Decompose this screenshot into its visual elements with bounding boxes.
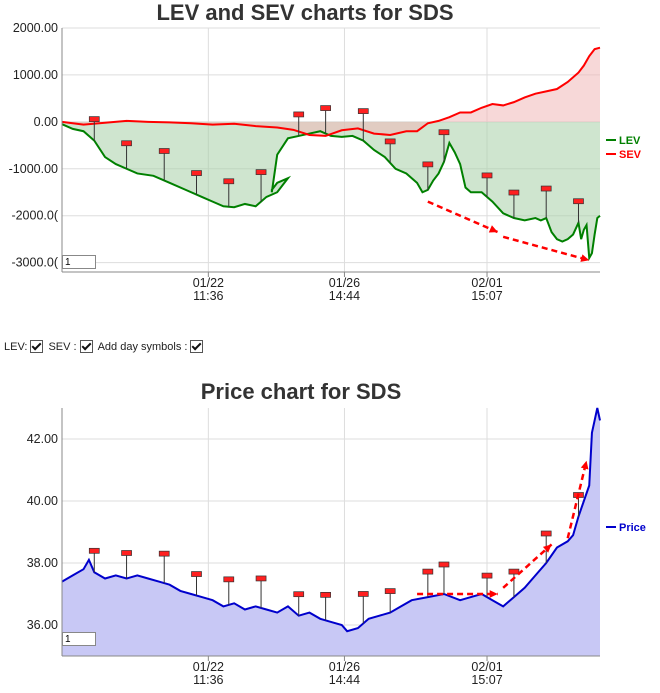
day-marker-flag — [293, 591, 305, 598]
x-tick-label: 14:44 — [329, 289, 360, 303]
lev-checkbox-label: LEV: — [4, 340, 28, 353]
day-marker-flag — [384, 138, 396, 145]
day-marker-flag — [121, 140, 132, 147]
day-marker-flag — [191, 170, 202, 176]
day-marker-flag — [191, 571, 202, 577]
day-marker-flag — [422, 161, 434, 168]
day-marker-flag — [255, 575, 267, 582]
sev-checkbox-label: SEV : — [48, 340, 77, 353]
day-marker-flag — [357, 108, 369, 114]
day-marker-flag — [121, 550, 132, 556]
y-tick-label: 1000.00 — [13, 68, 58, 82]
price-chart-legend: Price — [606, 522, 646, 534]
day-marker-flag — [357, 591, 369, 597]
trend-arrow-head — [580, 460, 589, 470]
zoom-input-bottom[interactable] — [62, 632, 96, 646]
series-line-lev — [61, 123, 601, 262]
lev-checkbox[interactable] — [30, 340, 44, 353]
day-marker-flag — [223, 576, 235, 583]
lev-sev-chart: LEV and SEV charts for SDS 2000.00 1000.0… — [9, 0, 642, 303]
x-tick-label: 15:07 — [471, 289, 502, 303]
day-marker-flag — [255, 169, 267, 175]
day-symbols-checkbox-label: Add day symbols : — [97, 340, 188, 353]
day-marker-flag — [88, 116, 100, 122]
sev-checkbox[interactable] — [79, 340, 93, 353]
day-marker-flag — [384, 588, 396, 594]
series-line-sev — [61, 46, 601, 137]
y-tick-label: 36.00 — [27, 618, 58, 632]
chart-options: LEV: SEV : Add day symbols : — [4, 340, 205, 353]
trend-arrow-line — [502, 235, 590, 262]
legend-sev-label: SEV — [619, 149, 642, 161]
zoom-input-top[interactable] — [62, 255, 96, 269]
x-tick-label: 02/01 — [471, 276, 502, 290]
x-tick-label: 01/26 — [329, 276, 360, 290]
day-symbols-checkbox[interactable] — [190, 340, 204, 353]
day-marker-flag — [422, 568, 434, 575]
chart-legend: LEV SEV — [606, 135, 642, 161]
y-tick-label: 40.00 — [27, 494, 58, 508]
day-marker-flag — [508, 568, 520, 575]
legend-price-label: Price — [619, 522, 646, 534]
price-chart-title: Price chart for SDS — [201, 379, 402, 404]
day-marker-flag — [88, 547, 100, 554]
series-area-lev — [62, 121, 600, 258]
day-marker-flag — [158, 550, 170, 557]
y-tick-label: 0.00 — [34, 115, 58, 129]
trend-arrow-line — [502, 543, 553, 589]
trend-arrow-line — [566, 460, 588, 539]
x-tick-label: 15:07 — [471, 673, 502, 687]
series-area-sev — [62, 47, 600, 136]
x-tick-label: 14:44 — [329, 673, 360, 687]
x-tick-label: 01/26 — [329, 660, 360, 674]
day-marker-flag — [438, 561, 450, 568]
day-marker-flag — [293, 111, 305, 118]
series-line-price — [61, 407, 601, 633]
price-chart-plot — [61, 407, 601, 656]
day-marker-flag — [573, 492, 584, 498]
series-area-price — [62, 408, 600, 656]
y-tick-label: -1000.00 — [9, 162, 58, 176]
day-marker-flag — [508, 189, 520, 196]
day-marker-flag — [320, 591, 331, 598]
y-tick-label: -2000.0( — [11, 209, 58, 223]
day-marker-flag — [481, 172, 493, 179]
day-marker-flag — [481, 572, 493, 579]
x-tick-label: 01/22 — [193, 660, 224, 674]
day-marker-flag — [573, 198, 584, 205]
trend-arrow-head — [489, 590, 498, 598]
y-tick-label: 42.00 — [27, 432, 58, 446]
day-marker-flag — [438, 129, 450, 136]
y-tick-label: 2000.00 — [13, 21, 58, 35]
y-tick-label: 38.00 — [27, 556, 58, 570]
x-tick-label: 02/01 — [471, 660, 502, 674]
y-tick-label: -3000.0( — [11, 256, 58, 270]
trend-arrow-head — [542, 544, 552, 553]
day-marker-flag — [540, 185, 552, 192]
chart-plot — [61, 46, 601, 262]
x-tick-label: 11:36 — [193, 673, 223, 687]
trend-arrow-line — [427, 200, 499, 234]
day-marker-flag — [223, 178, 235, 185]
chart-axes: 2000.00 1000.00 0.00 -1000.00 -2000.0( -3000.… — [9, 21, 600, 303]
legend-lev-label: LEV — [619, 135, 641, 147]
trend-arrow-head — [488, 225, 498, 233]
price-chart-grid — [62, 408, 600, 656]
day-marker-flag — [540, 530, 552, 537]
x-tick-label: 01/22 — [193, 276, 224, 290]
trend-arrow-head — [580, 254, 590, 262]
day-marker-flag — [320, 105, 331, 111]
day-marker-flag — [158, 148, 170, 154]
x-tick-label: 11:36 — [193, 289, 223, 303]
chart-title: LEV and SEV charts for SDS — [156, 0, 453, 25]
